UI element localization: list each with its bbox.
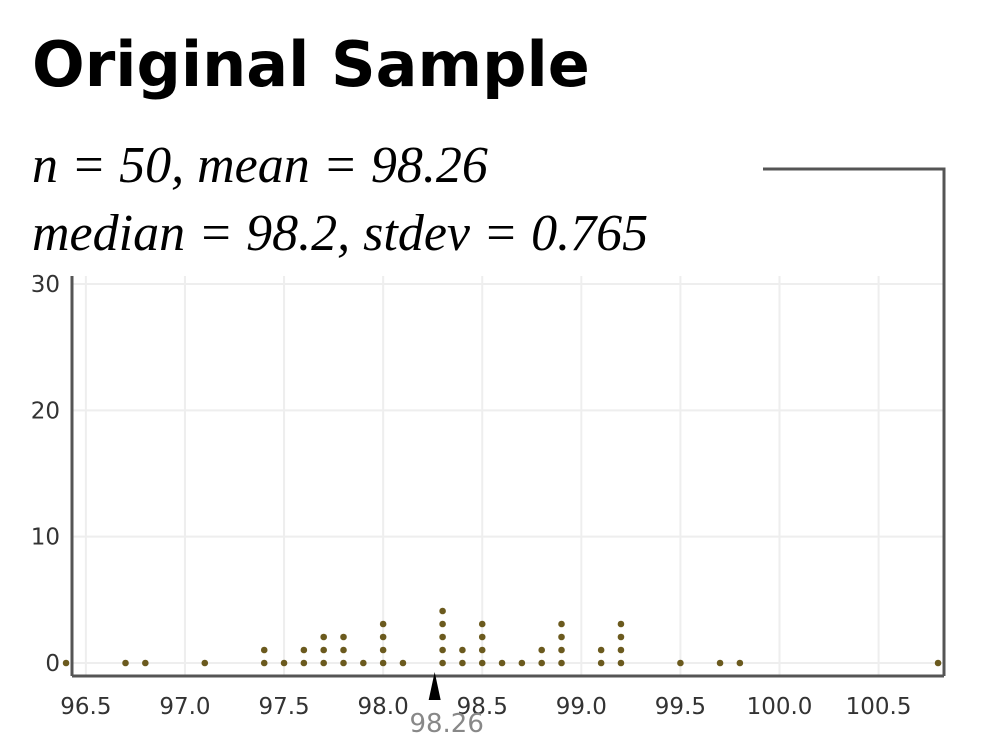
x-tick-label: 98.5 xyxy=(457,694,508,720)
y-axis-ticks: 0 10 20 30 xyxy=(31,272,60,677)
data-dot xyxy=(379,659,387,667)
data-dot xyxy=(379,633,387,641)
data-dot xyxy=(260,646,268,654)
y-tick-label: 30 xyxy=(31,272,60,298)
data-dot xyxy=(300,646,308,654)
data-dot xyxy=(340,646,347,654)
x-tick-label: 98.0 xyxy=(358,694,409,720)
data-dot xyxy=(379,646,387,654)
summary-stats-line-1: n = 50, mean = 98.26 xyxy=(32,137,488,194)
data-dot xyxy=(340,659,347,667)
data-dot xyxy=(617,633,625,641)
data-dot xyxy=(201,659,209,667)
data-dot xyxy=(558,646,565,654)
x-tick-label: 99.0 xyxy=(556,694,607,720)
data-dot xyxy=(558,659,565,667)
data-dot xyxy=(379,620,387,628)
x-tick-label: 97.0 xyxy=(159,694,210,720)
chart-frame xyxy=(70,167,946,678)
data-dot xyxy=(736,659,744,667)
data-dot xyxy=(439,633,446,641)
data-dot xyxy=(340,633,347,641)
data-dot xyxy=(538,659,545,667)
data-dot xyxy=(498,659,506,667)
data-dot xyxy=(558,620,565,628)
data-dot xyxy=(478,646,486,654)
data-dot xyxy=(518,659,526,667)
mean-marker-label: 98.26 xyxy=(409,709,483,739)
data-dot xyxy=(934,659,942,667)
x-tick-label: 99.5 xyxy=(655,694,706,720)
data-dot xyxy=(320,659,327,667)
data-dot xyxy=(280,659,288,667)
summary-stats-line-2: median = 98.2, stdev = 0.765 xyxy=(32,205,649,262)
data-dot xyxy=(439,646,446,654)
data-dot xyxy=(617,659,625,667)
data-dot xyxy=(716,659,724,667)
mean-marker-group: 98.26 xyxy=(409,672,484,739)
data-dot xyxy=(597,646,605,654)
data-dot xyxy=(439,607,446,615)
data-dot xyxy=(439,659,446,667)
data-dot xyxy=(597,659,605,667)
data-dot xyxy=(122,659,129,667)
data-dot xyxy=(439,620,446,628)
grid xyxy=(72,276,944,676)
data-dot xyxy=(399,659,407,667)
data-dot xyxy=(62,659,70,667)
data-dot xyxy=(459,659,466,667)
mean-marker xyxy=(428,672,441,700)
x-tick-label: 100.5 xyxy=(846,694,912,720)
data-dots xyxy=(62,607,942,667)
data-dot xyxy=(320,646,327,654)
data-dot xyxy=(320,633,327,641)
data-dot xyxy=(617,646,625,654)
y-tick-label: 20 xyxy=(31,398,60,424)
data-dot xyxy=(260,659,268,667)
data-dot xyxy=(478,620,486,628)
chart-title: Original Sample xyxy=(32,28,590,101)
data-dot xyxy=(459,646,466,654)
right-axis-line xyxy=(763,167,946,676)
data-dot xyxy=(478,659,486,667)
x-tick-label: 100.0 xyxy=(747,694,813,720)
data-dot xyxy=(300,659,308,667)
x-axis-ticks: 96.5 97.0 97.5 98.0 98.5 99.0 99.5 100.0 100.5 xyxy=(60,694,911,720)
x-tick-label: 97.5 xyxy=(258,694,309,720)
data-dot xyxy=(478,633,486,641)
y-tick-label: 10 xyxy=(31,525,60,551)
data-dot xyxy=(617,620,625,628)
data-dot xyxy=(538,646,545,654)
data-dot xyxy=(142,659,149,667)
data-dot xyxy=(360,659,367,667)
x-tick-label: 96.5 xyxy=(60,694,111,720)
data-dot xyxy=(558,633,565,641)
y-tick-label: 0 xyxy=(45,651,60,677)
data-dot xyxy=(677,659,684,667)
